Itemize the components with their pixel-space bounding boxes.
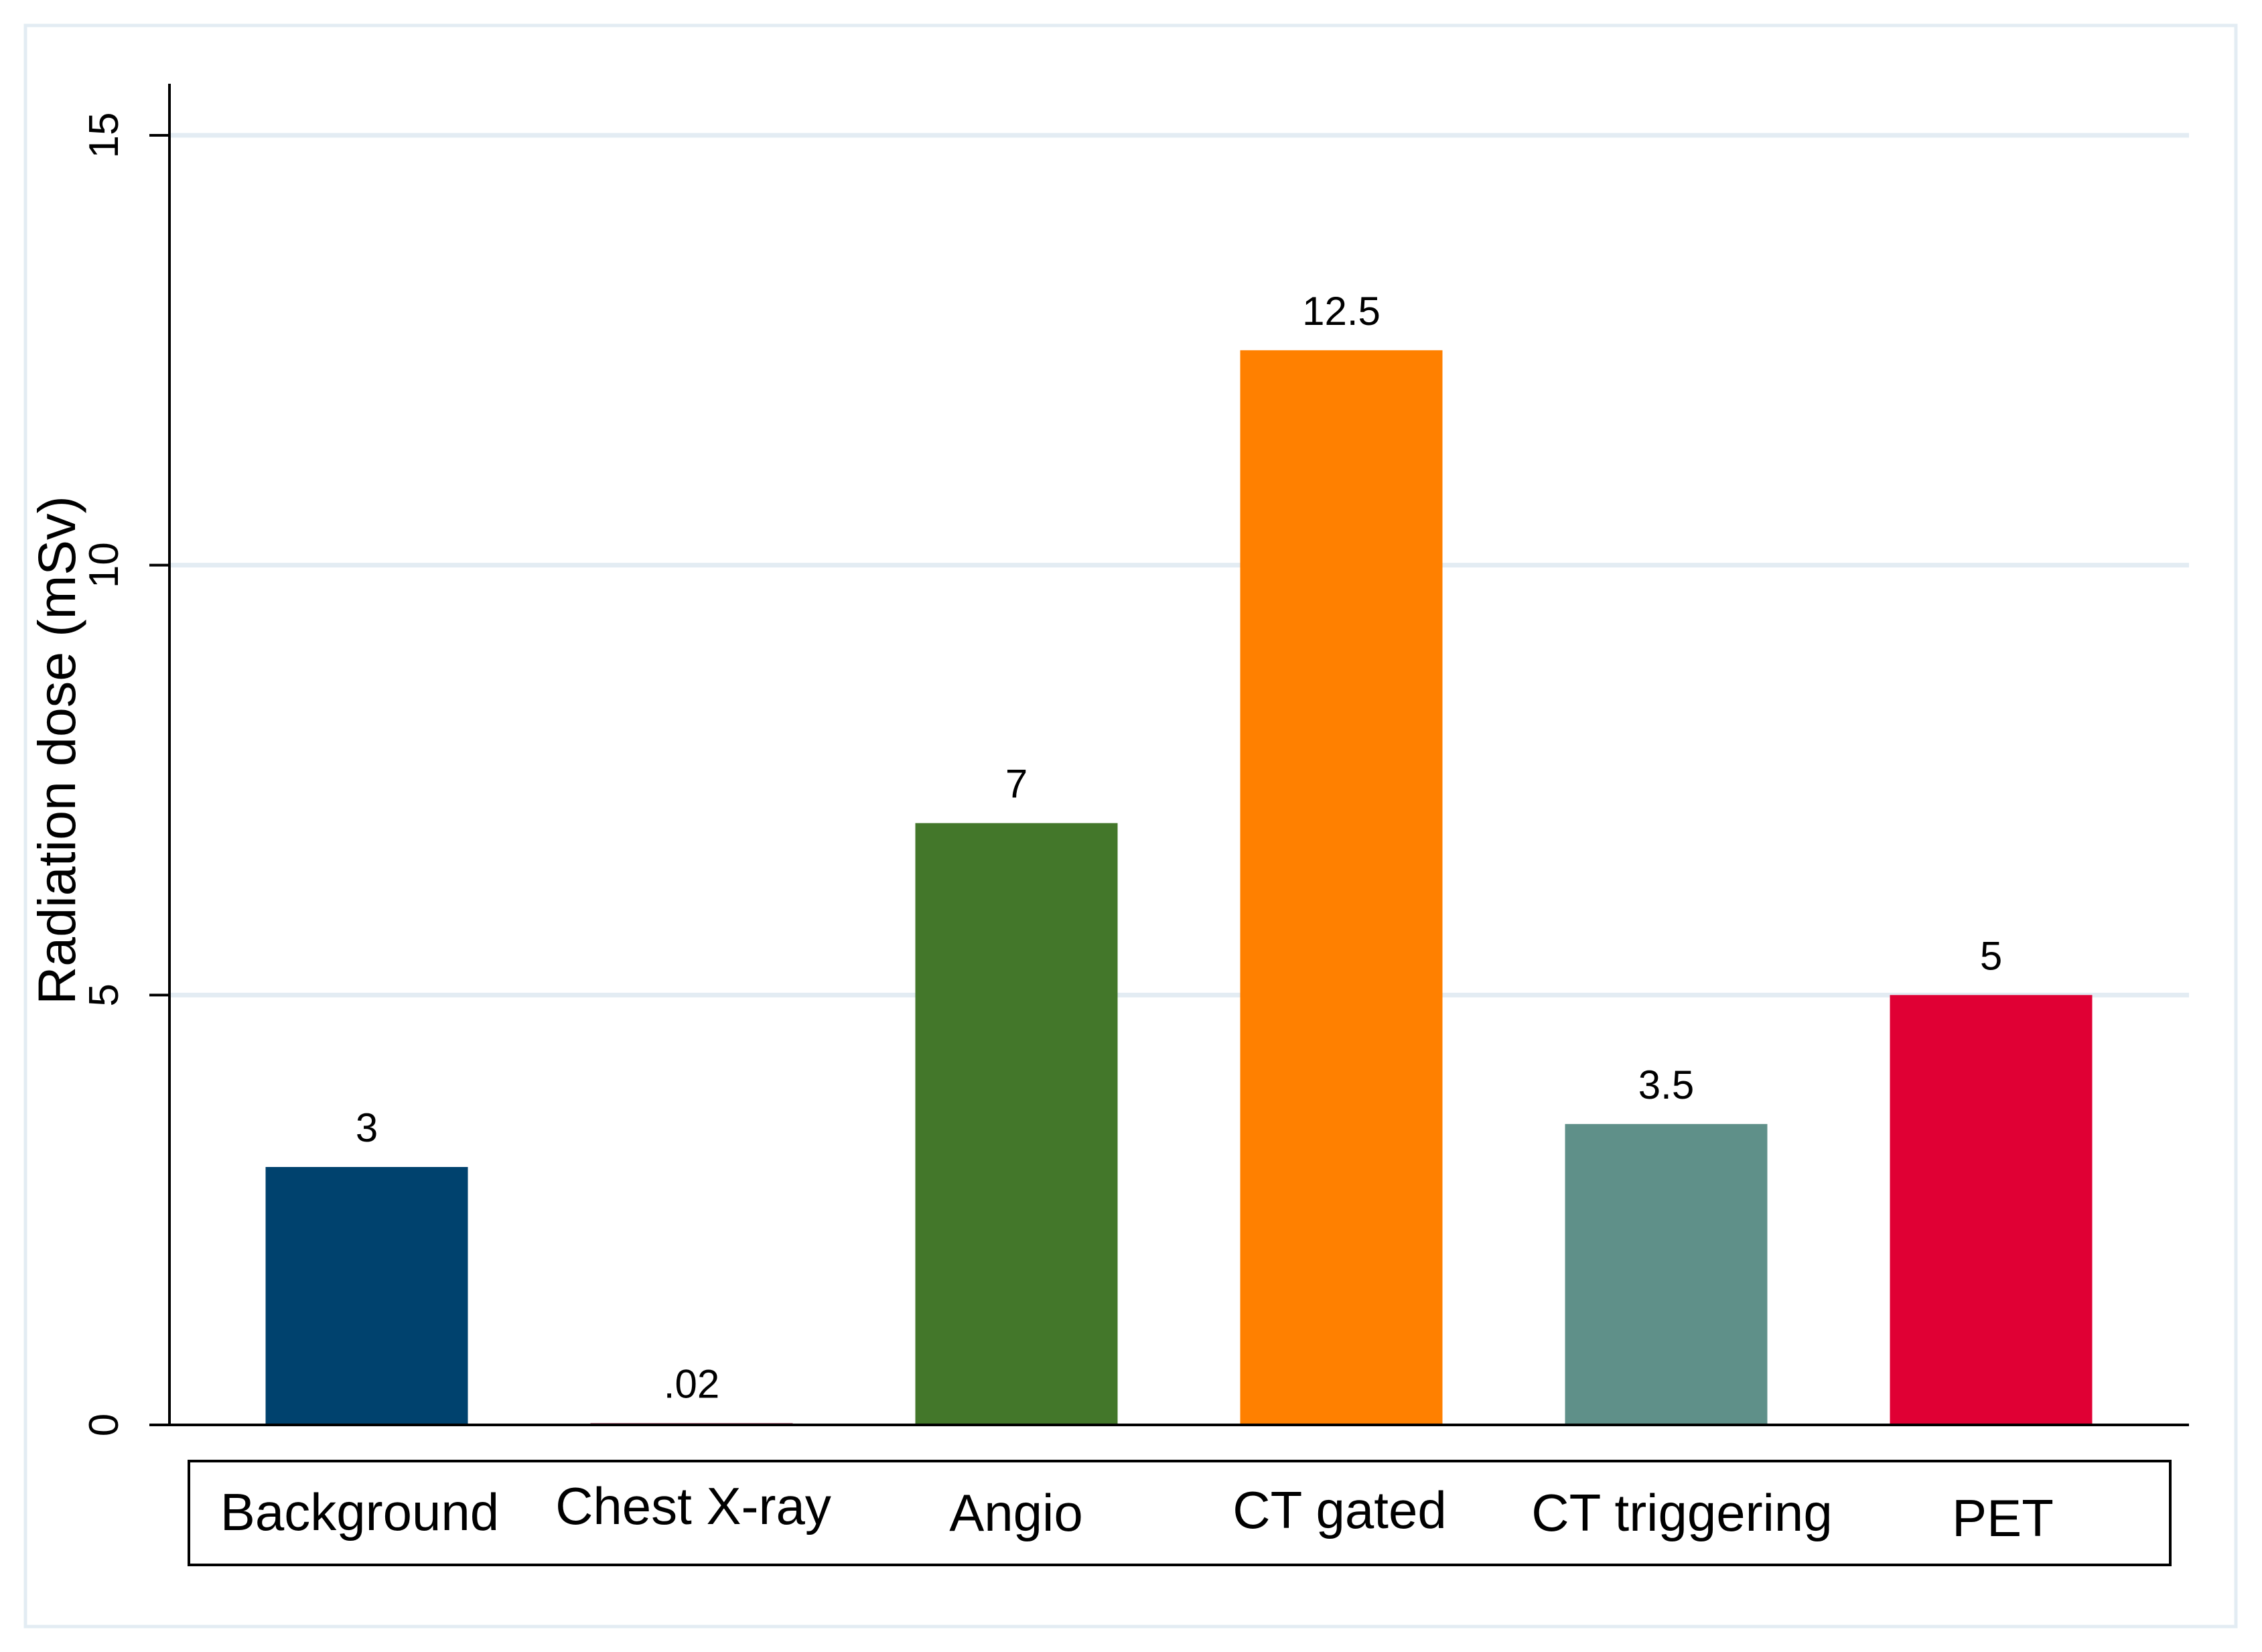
bar-value-label: 3.5 [1638,1062,1694,1107]
bar-value-labels: 3 .02 7 12.5 3.5 5 [356,289,2002,1407]
legend-label: CT triggering [1531,1483,1832,1542]
bar-value-label: 7 [1005,762,1028,807]
bar-value-label: 12.5 [1302,289,1381,334]
bars [265,350,2093,1426]
y-tick-label: 10 [81,542,127,588]
y-axis-ticks: 0 5 10 15 [81,113,169,1436]
bar [915,823,1118,1425]
bar [1240,350,1443,1426]
bar [1890,995,2093,1425]
bar [265,1167,468,1425]
y-tick-label: 0 [81,1414,127,1436]
bar-value-label: 5 [1980,933,2002,978]
y-tick-label: 5 [81,983,127,1006]
legend-label: PET [1952,1489,2054,1547]
legend-label: CT gated [1232,1481,1446,1539]
bar-value-label: 3 [356,1105,378,1150]
legend-label: Angio [949,1483,1083,1542]
bar [1565,1123,1768,1425]
y-axis-title: Radiation dose (mSv) [27,496,86,1005]
gridlines [169,133,2189,997]
bar-value-label: .02 [664,1361,719,1406]
legend-box [188,1460,2172,1566]
legend-label: Chest X-ray [555,1476,831,1535]
legend: Background Chest X-ray Angio CT gated CT tri… [220,1476,2054,1547]
y-tick-label: 15 [81,113,127,159]
legend-label: Background [220,1483,499,1541]
